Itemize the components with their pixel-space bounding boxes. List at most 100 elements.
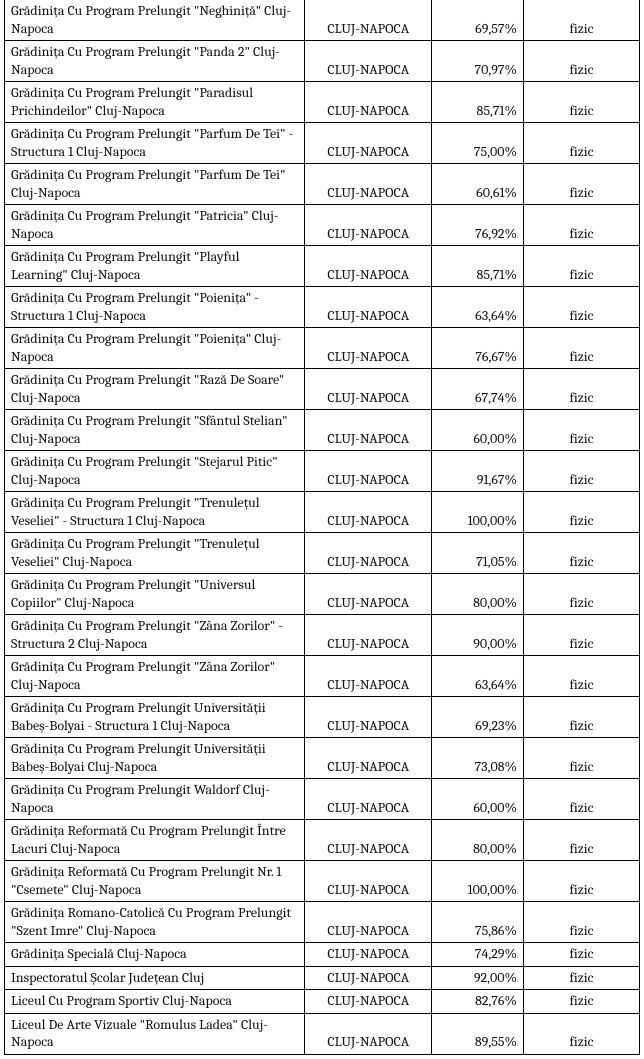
table-row: Grădinița Cu Program Prelungit Waldorf C… [5, 779, 640, 820]
cell-type: fizic [523, 287, 639, 328]
table-row: Grădinița Cu Program Prelungit "Zâna Zor… [5, 656, 640, 697]
cell-name: Grădinița Cu Program Prelungit "Rază De … [5, 369, 305, 410]
cell-city: CLUJ-NAPOCA [305, 779, 432, 820]
page: Grădinița Cu Program Prelungit "Neghiniț… [0, 0, 644, 1059]
table-row: Grădinița Reformată Cu Program Prelungit… [5, 861, 640, 902]
table-row: Grădinița Cu Program Prelungit "Trenuleț… [5, 492, 640, 533]
table-row: Grădinița Cu Program Prelungit "Stejarul… [5, 451, 640, 492]
table-row: Grădinița Cu Program Prelungit "Neghiniț… [5, 0, 640, 41]
cell-city: CLUJ-NAPOCA [305, 410, 432, 451]
data-table: Grădinița Cu Program Prelungit "Neghiniț… [4, 0, 640, 1055]
cell-percent: 63,64% [432, 656, 524, 697]
cell-type: fizic [523, 779, 639, 820]
table-row: Liceul De Arte Vizuale "Romulus Ladea" C… [5, 1013, 640, 1054]
cell-type: fizic [523, 164, 639, 205]
cell-city: CLUJ-NAPOCA [305, 820, 432, 861]
cell-percent: 89,55% [432, 1013, 524, 1054]
cell-city: CLUJ-NAPOCA [305, 574, 432, 615]
cell-type: fizic [523, 492, 639, 533]
cell-name: Grădinița Cu Program Prelungit "Parfum D… [5, 164, 305, 205]
cell-percent: 67,74% [432, 369, 524, 410]
cell-city: CLUJ-NAPOCA [305, 615, 432, 656]
cell-name: Grădinița Cu Program Prelungit Universit… [5, 697, 305, 738]
cell-type: fizic [523, 861, 639, 902]
cell-name: Grădinița Cu Program Prelungit Waldorf C… [5, 779, 305, 820]
cell-name: Liceul De Arte Vizuale "Romulus Ladea" C… [5, 1013, 305, 1054]
table-row: Grădinița Cu Program Prelungit "Zâna Zor… [5, 615, 640, 656]
table-row: Grădinița Romano-Catolică Cu Program Pre… [5, 902, 640, 943]
cell-name: Grădinița Cu Program Prelungit "Zâna Zor… [5, 615, 305, 656]
cell-type: fizic [523, 615, 639, 656]
cell-type: fizic [523, 205, 639, 246]
table-row: Grădinița Cu Program Prelungit Universit… [5, 697, 640, 738]
cell-name: Grădinița Reformată Cu Program Prelungit… [5, 820, 305, 861]
cell-name: Grădinița Romano-Catolică Cu Program Pre… [5, 902, 305, 943]
cell-percent: 75,00% [432, 123, 524, 164]
cell-type: fizic [523, 656, 639, 697]
cell-city: CLUJ-NAPOCA [305, 123, 432, 164]
table-row: Grădinița Cu Program Prelungit "Trenuleț… [5, 533, 640, 574]
cell-percent: 73,08% [432, 738, 524, 779]
cell-percent: 91,67% [432, 451, 524, 492]
cell-city: CLUJ-NAPOCA [305, 902, 432, 943]
cell-city: CLUJ-NAPOCA [305, 369, 432, 410]
table-row: Grădinița Cu Program Prelungit "Universu… [5, 574, 640, 615]
cell-percent: 76,92% [432, 205, 524, 246]
cell-type: fizic [523, 820, 639, 861]
cell-city: CLUJ-NAPOCA [305, 0, 432, 41]
cell-type: fizic [523, 1013, 639, 1054]
cell-city: CLUJ-NAPOCA [305, 990, 432, 1014]
cell-city: CLUJ-NAPOCA [305, 287, 432, 328]
table-row: Liceul Cu Program Sportiv Cluj-NapocaCLU… [5, 990, 640, 1014]
cell-percent: 60,00% [432, 410, 524, 451]
cell-type: fizic [523, 410, 639, 451]
cell-type: fizic [523, 369, 639, 410]
cell-city: CLUJ-NAPOCA [305, 943, 432, 967]
cell-type: fizic [523, 82, 639, 123]
cell-city: CLUJ-NAPOCA [305, 492, 432, 533]
cell-city: CLUJ-NAPOCA [305, 697, 432, 738]
cell-percent: 70,97% [432, 41, 524, 82]
table-row: Grădinița Cu Program Prelungit "Parfum D… [5, 123, 640, 164]
cell-name: Grădinița Cu Program Prelungit "Playful … [5, 246, 305, 287]
cell-name: Grădinița Cu Program Prelungit "Trenuleț… [5, 492, 305, 533]
table-row: Grădinița Cu Program Prelungit "Sfântul … [5, 410, 640, 451]
cell-name: Grădinița Cu Program Prelungit "Sfântul … [5, 410, 305, 451]
cell-percent: 76,67% [432, 328, 524, 369]
cell-type: fizic [523, 533, 639, 574]
cell-percent: 80,00% [432, 820, 524, 861]
cell-name: Grădinița Cu Program Prelungit "Trenuleț… [5, 533, 305, 574]
cell-name: Grădinița Cu Program Prelungit "Neghiniț… [5, 0, 305, 41]
cell-city: CLUJ-NAPOCA [305, 82, 432, 123]
cell-name: Grădinița Cu Program Prelungit "Poienița… [5, 287, 305, 328]
cell-city: CLUJ-NAPOCA [305, 246, 432, 287]
table-row: Grădinița Cu Program Prelungit "Rază De … [5, 369, 640, 410]
cell-type: fizic [523, 123, 639, 164]
cell-name: Grădinița Cu Program Prelungit "Universu… [5, 574, 305, 615]
table-row: Grădinița Reformată Cu Program Prelungit… [5, 820, 640, 861]
cell-percent: 100,00% [432, 861, 524, 902]
cell-type: fizic [523, 41, 639, 82]
cell-type: fizic [523, 738, 639, 779]
cell-city: CLUJ-NAPOCA [305, 861, 432, 902]
cell-name: Grădinița Cu Program Prelungit Universit… [5, 738, 305, 779]
table-row: Grădinița Cu Program Prelungit "Poienița… [5, 287, 640, 328]
cell-type: fizic [523, 697, 639, 738]
table-row: Grădinița Specială Cluj-NapocaCLUJ-NAPOC… [5, 943, 640, 967]
cell-name: Grădinița Reformată Cu Program Prelungit… [5, 861, 305, 902]
cell-percent: 85,71% [432, 82, 524, 123]
table-body: Grădinița Cu Program Prelungit "Neghiniț… [5, 0, 640, 1054]
cell-name: Grădinița Cu Program Prelungit "Stejarul… [5, 451, 305, 492]
cell-percent: 85,71% [432, 246, 524, 287]
cell-city: CLUJ-NAPOCA [305, 328, 432, 369]
cell-city: CLUJ-NAPOCA [305, 533, 432, 574]
cell-name: Liceul Cu Program Sportiv Cluj-Napoca [5, 990, 305, 1014]
cell-city: CLUJ-NAPOCA [305, 738, 432, 779]
cell-type: fizic [523, 943, 639, 967]
cell-name: Grădinița Cu Program Prelungit "Patricia… [5, 205, 305, 246]
cell-name: Grădinița Cu Program Prelungit "Panda 2"… [5, 41, 305, 82]
cell-percent: 82,76% [432, 990, 524, 1014]
cell-city: CLUJ-NAPOCA [305, 164, 432, 205]
table-row: Grădinița Cu Program Prelungit "Playful … [5, 246, 640, 287]
cell-city: CLUJ-NAPOCA [305, 656, 432, 697]
